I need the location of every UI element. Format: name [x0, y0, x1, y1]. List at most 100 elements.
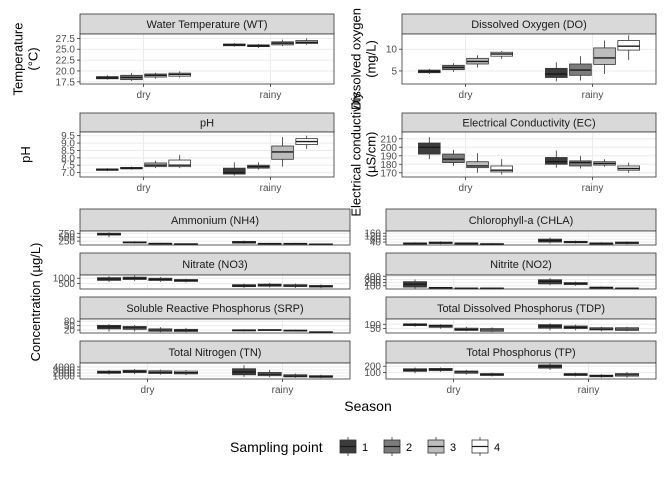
box-rainy-point-1 — [538, 363, 562, 371]
box-rainy-point-2 — [257, 242, 282, 245]
box-rainy-point-4 — [309, 243, 333, 246]
box-dry-point-1 — [97, 232, 121, 238]
panel-wt: Water Temperature (WT) 17.520.022.525.027… — [11, 13, 335, 101]
x-tick-label: dry — [141, 385, 155, 396]
y-tick-label: 1000 — [53, 274, 76, 285]
box-rainy-point-4 — [309, 284, 333, 289]
box-dry-point-3 — [454, 370, 479, 375]
box-dry-point-1 — [97, 324, 121, 332]
box-rainy-point-2 — [569, 56, 592, 81]
y-axis-label-do: Dissolved oxygen(mg/L) — [349, 8, 379, 110]
box-dry-point-2 — [442, 63, 465, 72]
box-rainy-point-1 — [223, 43, 246, 47]
y-tick-label: 190 — [380, 151, 397, 162]
box-dry-point-2 — [428, 241, 453, 245]
panel-strip-label: Chlorophyll-a (CHLA) — [469, 215, 574, 227]
panel-strip-label: Soluble Reactive Phosphorus (SRP) — [126, 303, 303, 315]
y-tick-label: 80 — [64, 317, 76, 328]
box-rainy-point-1 — [223, 162, 246, 176]
box-dry-point-3 — [148, 276, 173, 282]
y-tick-label: 50 — [64, 321, 76, 332]
box-dry-point-2 — [428, 324, 453, 329]
box-body — [223, 167, 246, 175]
box-rainy-point-2 — [257, 283, 282, 288]
box-rainy-point-1 — [232, 240, 256, 244]
panel-ec: Electrical Conductivity (EC) 170180190200… — [349, 92, 657, 217]
box-dry-point-3 — [148, 327, 173, 333]
box-rainy-point-1 — [545, 150, 568, 168]
box-rainy-point-1 — [538, 237, 562, 244]
x-tick-label: dry — [137, 90, 151, 101]
x-tick-label: rainy — [582, 183, 604, 194]
box-dry-point-3 — [148, 242, 173, 245]
panel-strip-label: pH — [200, 118, 214, 130]
box-rainy-point-3 — [271, 137, 294, 167]
box-rainy-point-1 — [232, 283, 256, 288]
y-tick-label: 10 — [386, 45, 398, 56]
box-dry-point-3 — [466, 55, 489, 68]
box-dry-point-1 — [96, 75, 119, 80]
y-axis-label-ec: Electrical conductivity(µS/cm) — [349, 92, 379, 217]
y-tick-label: 750 — [58, 229, 75, 240]
panel-strip-label: Nitrite (NO2) — [490, 259, 552, 271]
box-rainy-point-2 — [247, 162, 270, 170]
box-rainy-point-4 — [615, 326, 639, 332]
legend-label: 3 — [450, 442, 456, 454]
box-dry-point-1 — [97, 369, 121, 375]
y-tick-label: 8.0 — [61, 153, 75, 164]
y-tick-label: 120 — [364, 232, 381, 243]
panel-background — [386, 319, 656, 333]
box-rainy-point-2 — [247, 44, 270, 48]
y-axis-label-line: (µS/cm) — [364, 132, 379, 178]
box-rainy-point-4 — [617, 162, 640, 173]
box-dry-point-4 — [174, 327, 198, 333]
box-rainy-point-3 — [589, 326, 614, 332]
legend-keys: 1 2 3 4 — [339, 437, 500, 456]
legend-label: 2 — [406, 442, 412, 454]
x-tick-label: rainy — [260, 90, 282, 101]
legend-label: 1 — [362, 442, 368, 454]
x-tick-label: rainy — [272, 385, 294, 396]
panel-border — [79, 274, 351, 290]
box-dry-point-1 — [96, 168, 119, 172]
panel-strip-label: Ammonium (NH4) — [171, 215, 259, 227]
panel-border — [79, 230, 351, 246]
y-tick-label: 9.0 — [61, 139, 75, 150]
panel-strip-label: Total Phosphorus (TP) — [466, 347, 575, 359]
box-dry-point-2 — [120, 73, 143, 81]
box-rainy-point-4 — [617, 35, 640, 61]
y-tick-label: 400 — [364, 272, 381, 283]
box-rainy-point-1 — [538, 278, 562, 286]
panel-strip-label: Total Nitrogen (TN) — [169, 347, 262, 359]
box-rainy-point-3 — [593, 159, 616, 167]
panel-ph: pH 7.07.58.08.59.09.5 dry rainy pH — [18, 112, 335, 194]
box-dry-point-1 — [97, 276, 121, 282]
y-tick-label: 200 — [380, 143, 397, 154]
x-tick-label: dry — [137, 183, 151, 194]
y-tick-label: 170 — [380, 168, 397, 179]
y-tick-label: 200 — [364, 362, 381, 373]
box-body — [617, 40, 640, 51]
y-tick-label: 20 — [64, 326, 76, 337]
legend-item-4: 4 — [471, 437, 500, 456]
y-tick-label: 180 — [380, 160, 397, 171]
y-tick-label: 22.5 — [56, 56, 76, 67]
box-dry-point-1 — [403, 242, 427, 245]
box-rainy-point-3 — [283, 283, 308, 288]
panel-border — [401, 33, 657, 85]
y-tick-label: 1000 — [53, 371, 76, 382]
box-body — [271, 145, 294, 160]
box-rainy-point-2 — [569, 155, 592, 169]
box-rainy-point-4 — [309, 331, 333, 334]
legend-item-2: 2 — [383, 437, 412, 456]
x-tick-label: dry — [459, 183, 473, 194]
box-rainy-point-4 — [615, 371, 639, 378]
y-tick-label: 100 — [364, 368, 381, 379]
box-rainy-point-1 — [232, 329, 256, 332]
box-rainy-point-2 — [563, 240, 588, 244]
box-rainy-point-1 — [538, 323, 562, 331]
box-rainy-point-3 — [589, 374, 614, 378]
box-dry-point-4 — [174, 243, 198, 245]
